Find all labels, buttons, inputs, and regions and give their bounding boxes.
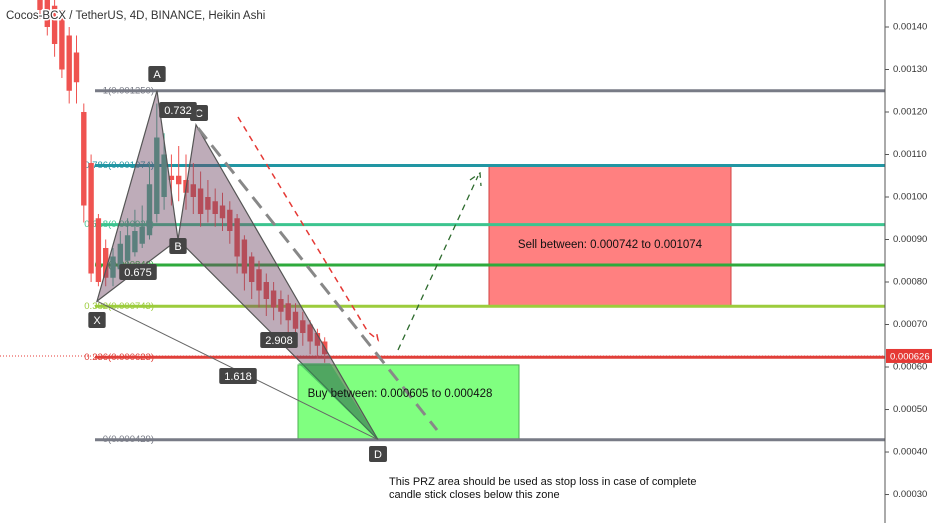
- candle-body: [314, 333, 321, 346]
- candle-body: [190, 184, 196, 198]
- candle-body: [59, 18, 65, 70]
- point-label-box: [169, 238, 187, 254]
- candle-body: [256, 269, 262, 291]
- point-label: D: [374, 449, 382, 461]
- candle-body: [51, 5, 58, 44]
- candle-body: [168, 175, 175, 181]
- last-price-label: 0.000626: [890, 351, 930, 362]
- point-label: X: [93, 315, 101, 327]
- ratio-label: 0.732: [164, 105, 192, 117]
- candle-body: [205, 197, 211, 210]
- candle-body: [66, 35, 72, 91]
- chart-title: Cocos-BCX / TetherUS, 4D, BINANCE, Heiki…: [6, 10, 265, 22]
- candle-body: [176, 175, 182, 185]
- y-tick-label: 0.00090: [893, 234, 927, 245]
- candle-body: [117, 243, 123, 270]
- fib-label: 1(0.001250): [103, 85, 154, 96]
- candle-body: [249, 256, 255, 283]
- ratio-label: 1.618: [224, 371, 252, 383]
- fib-label: 0.236(0.000623): [84, 352, 154, 363]
- candle-body: [44, 0, 50, 27]
- y-tick-label: 0.00040: [893, 447, 927, 458]
- candle-body: [139, 226, 145, 244]
- candle-body: [197, 188, 204, 215]
- prz-triangle: [298, 363, 378, 440]
- candle-body: [219, 205, 226, 219]
- fib-label: 0.786(0.001074): [84, 160, 154, 171]
- candle-body: [263, 282, 269, 300]
- ratio-label-box: [260, 332, 298, 348]
- candle-body: [146, 184, 153, 236]
- y-tick-label: 0.00100: [893, 192, 927, 203]
- candle-body: [37, 0, 43, 10]
- y-tick-label: 0.00110: [893, 149, 927, 160]
- y-tick-label: 0.00060: [893, 362, 927, 373]
- y-tick-label: 0.00120: [893, 107, 927, 118]
- zone-label: Sell between: 0.000742 to 0.001074: [518, 239, 703, 251]
- candle-body: [154, 137, 160, 215]
- candle-body: [270, 290, 277, 308]
- y-tick-label: 0.00030: [893, 489, 927, 500]
- projection-arrow: [397, 171, 482, 351]
- point-label: C: [195, 108, 203, 120]
- note: candle stick closes below this zone: [389, 489, 560, 501]
- candle-body: [300, 320, 306, 334]
- candle-body: [81, 111, 87, 206]
- ratio-label-box: [219, 368, 257, 384]
- plot-area: 1(0.001250)0.786(0.001074)0.618(0.000935…: [0, 0, 885, 501]
- note: This PRZ area should be used as stop los…: [389, 476, 697, 488]
- candle-body: [110, 256, 116, 278]
- candle-body: [278, 299, 284, 312]
- y-tick-label: 0.00050: [893, 404, 927, 415]
- point-label-box: [369, 446, 387, 462]
- zone-box: [297, 364, 520, 441]
- y-tick-label: 0.00130: [893, 64, 927, 75]
- fib-label: 0.382(0.000743): [84, 301, 154, 312]
- y-tick-label: 0.00080: [893, 277, 927, 288]
- fib-label: 0(0.000429): [103, 434, 154, 445]
- projection-arrow: [237, 116, 380, 342]
- ratio-label-box: [119, 264, 157, 280]
- candle-body: [241, 239, 248, 274]
- ratio-label-box: [159, 102, 197, 118]
- candle-body: [212, 201, 218, 215]
- candle-body: [227, 209, 233, 232]
- candle-body: [73, 52, 80, 83]
- candle-body: [124, 235, 131, 261]
- point-label-box: [148, 66, 166, 82]
- last-price-tag: [886, 348, 932, 363]
- y-tick-label: 0.00070: [893, 319, 927, 330]
- candle-body: [307, 324, 313, 342]
- zone-box: [488, 165, 732, 308]
- candle-body: [132, 231, 138, 253]
- point-label: B: [174, 241, 181, 253]
- point-label: A: [153, 69, 161, 81]
- candle-body: [88, 162, 94, 274]
- projection-line: [196, 127, 439, 431]
- candle-body: [234, 218, 240, 257]
- ratio-label: 0.675: [124, 267, 152, 279]
- ratio-label: 2.908: [265, 335, 293, 347]
- candle-body: [103, 248, 109, 278]
- y-tick-label: 0.00140: [893, 22, 927, 33]
- candle-body: [161, 154, 167, 198]
- candle-body: [285, 303, 291, 321]
- zone-label: Buy between: 0.000605 to 0.000428: [308, 388, 493, 400]
- candle-body: [95, 218, 102, 283]
- point-label-box: [88, 312, 106, 328]
- candle-body: [292, 311, 299, 329]
